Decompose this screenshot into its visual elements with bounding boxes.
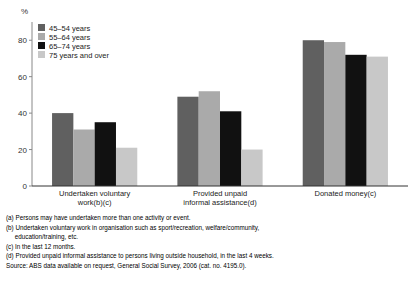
bar	[241, 150, 262, 186]
bar	[324, 42, 345, 186]
bar	[73, 130, 94, 186]
x-tick-label: Provided unpaidinformal assistance(d)	[183, 189, 257, 207]
bar	[52, 113, 73, 186]
legend-label: 65–74 years	[49, 42, 91, 51]
bar	[345, 55, 366, 186]
legend: 45–54 years55–64 years65–74 years75 year…	[38, 24, 110, 60]
x-tick-label: Donated money(c)	[314, 189, 376, 198]
footnote: education/training, etc.	[6, 233, 78, 241]
legend-swatch	[38, 51, 45, 58]
footnote: (b) Undertaken voluntary work in organis…	[6, 224, 260, 232]
bar	[303, 40, 324, 186]
y-tick	[29, 186, 32, 187]
chart: % 0 20 40 60 80 Undertaken voluntarywork(b)(c)…	[0, 0, 416, 283]
y-tick	[29, 113, 32, 114]
y-tick-label: 40	[18, 109, 27, 118]
footnote: (c) In the last 12 months.	[6, 243, 76, 251]
y-axis-label: %	[21, 7, 28, 16]
bars	[52, 40, 388, 186]
bar	[177, 97, 198, 186]
legend-label: 75 years and over	[49, 51, 110, 60]
bar	[199, 91, 220, 186]
y-tick	[29, 149, 32, 150]
footnote: (d) Provided unpaid informal assistance …	[6, 252, 274, 260]
y-tick-label: 0	[23, 182, 28, 191]
footnote: Source: ABS data available on request, G…	[6, 262, 247, 270]
x-tick-label: Undertaken voluntarywork(b)(c)	[59, 189, 131, 207]
legend-label: 45–54 years	[49, 24, 91, 33]
legend-swatch	[38, 24, 45, 31]
bar	[220, 111, 241, 186]
legend-swatch	[38, 42, 45, 49]
y-tick-label: 80	[18, 36, 27, 45]
footnote: (a) Persons may have undertaken more tha…	[6, 214, 191, 222]
bar	[367, 57, 388, 186]
legend-label: 55–64 years	[49, 33, 91, 42]
y-tick-label: 20	[18, 146, 27, 155]
y-tick	[29, 76, 32, 77]
y-tick	[29, 40, 32, 41]
x-axis-line	[32, 186, 408, 187]
bar	[95, 122, 116, 186]
y-axis-line	[32, 22, 33, 186]
bar	[116, 148, 137, 186]
legend-swatch	[38, 33, 45, 40]
y-tick-label: 60	[18, 73, 27, 82]
